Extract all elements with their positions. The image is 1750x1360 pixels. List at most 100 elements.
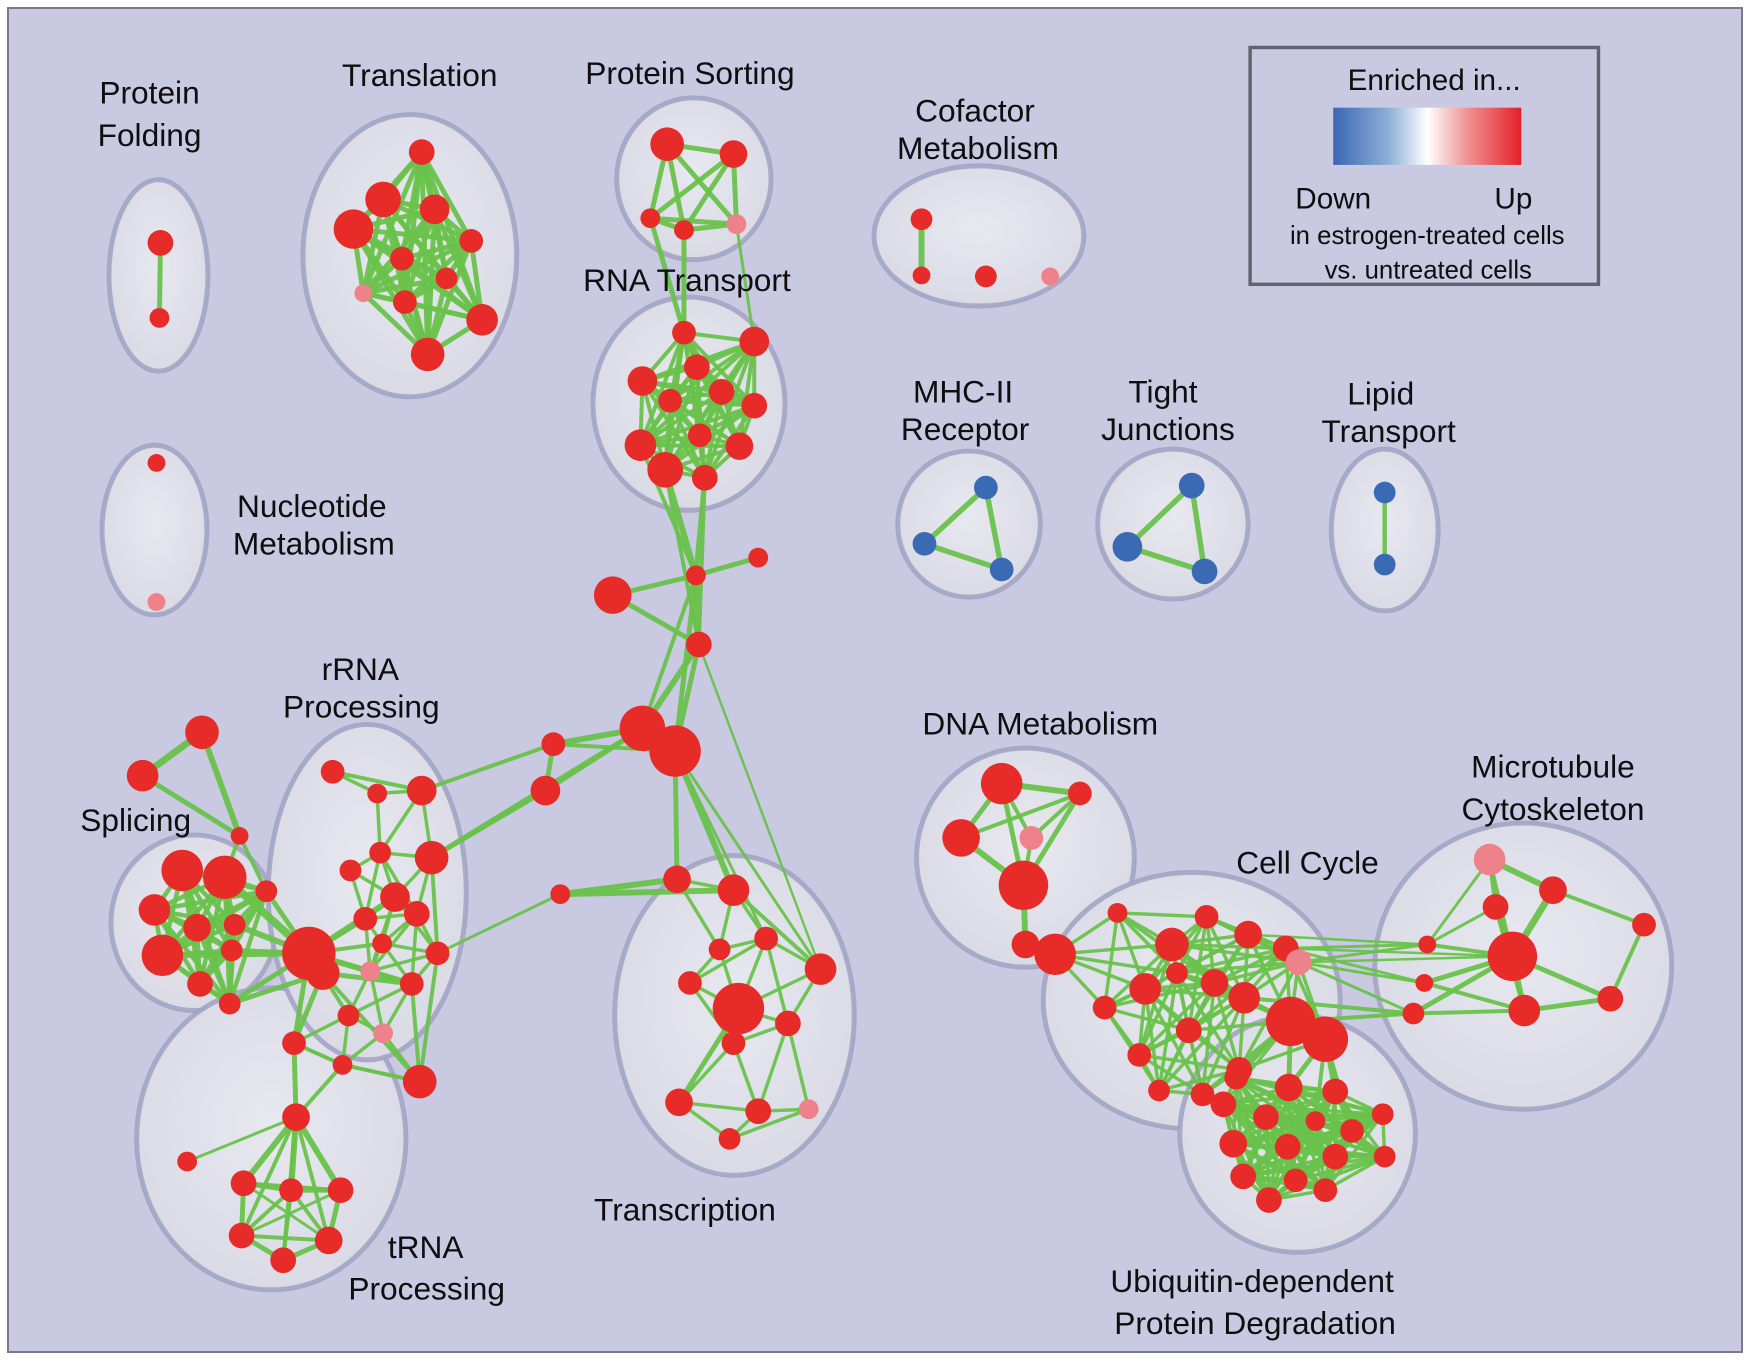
gene-set-node-rn8 (687, 423, 712, 448)
gene-set-node-tn3 (327, 1177, 354, 1203)
gene-set-node-rr9 (353, 906, 378, 931)
edge-rr18-rr11 (417, 951, 440, 1084)
cell-cycle-edge (1143, 987, 1161, 1093)
gene-set-node-tx10 (665, 1088, 693, 1117)
labels-layer: Protein Folding Translation Protein Sorting… (80, 55, 1644, 1341)
cell-cycle-edge (1212, 960, 1301, 985)
gene-set-node-tx1 (663, 865, 691, 894)
gene-set-node-hbB (649, 725, 701, 777)
edge-tn1-tn5 (242, 1181, 331, 1242)
dna-metabolism-label-line1: DNA Metabolism (922, 705, 1158, 741)
gene-set-node-dn1 (980, 762, 1023, 805)
gene-set-node-tj3 (1191, 558, 1218, 585)
gene-set-node-tr9 (393, 290, 417, 314)
transcription-label-line1: Transcription (594, 1192, 776, 1228)
gene-set-node-cc4 (1234, 920, 1262, 949)
cell-cycle-edge (1143, 987, 1205, 1097)
nodes-layer (126, 127, 1656, 1274)
legend-down-label: Down (1295, 182, 1371, 215)
edge-ps3-rn1 (647, 215, 687, 336)
rna-transport-label-line1: RNA Transport (583, 262, 791, 298)
gene-set-node-tx6 (678, 971, 702, 995)
mhc-ii-receptor-edge (921, 484, 989, 547)
gene-set-node-ccL (1034, 933, 1076, 976)
splicing-label-line1: Splicing (80, 802, 191, 838)
edge-dn2-dn3 (959, 791, 1082, 840)
gene-set-node-tr2 (365, 181, 401, 218)
mhc-ii-receptor-edge (921, 541, 1005, 573)
enrichment-map-figure: Protein Folding Translation Protein Sorting… (7, 7, 1743, 1353)
gene-set-node-ub6 (1305, 1111, 1326, 1131)
gene-set-node-rn2 (739, 326, 770, 357)
translation-edge (360, 275, 449, 296)
edge-ccP-b2 (1297, 960, 1426, 985)
nucleotide-metabolism-cluster-ellipse (99, 442, 210, 618)
gene-set-node-dn3 (942, 819, 980, 857)
gene-set-node-ps4 (674, 220, 694, 240)
protein-sorting-edge (647, 215, 739, 227)
gene-set-node-rn5 (708, 379, 735, 405)
gene-set-node-tn2 (279, 1178, 303, 1202)
cell-cycle-edge (1137, 981, 1217, 1057)
gene-set-node-rn12 (691, 464, 718, 491)
gene-set-node-cc14 (1190, 1082, 1215, 1107)
gene-set-node-sp6 (141, 934, 184, 977)
gene-set-node-cc10 (1228, 981, 1260, 1014)
gene-set-node-cf4 (1041, 267, 1060, 286)
gene-set-node-cc12 (1175, 1017, 1202, 1044)
edge-rr1-rr3 (330, 769, 424, 793)
gene-set-node-b2 (1415, 974, 1434, 992)
edge-ps5-rn2 (734, 222, 756, 344)
cell-cycle-edge (1137, 1053, 1205, 1097)
gene-set-node-tx13 (718, 1127, 741, 1150)
edge-st2-st3 (140, 773, 243, 839)
cell-cycle-edge (1137, 1053, 1241, 1072)
tight-junctions-cluster-ellipse (1095, 446, 1251, 602)
gene-set-node-tn0 (282, 1103, 310, 1131)
edge-p1-rr3 (419, 742, 556, 793)
translation-edge (402, 238, 474, 305)
transcription-edge (688, 936, 768, 985)
gene-set-node-ub5 (1253, 1104, 1279, 1130)
gene-set-node-gH2 (305, 956, 340, 990)
gene-set-node-ps1 (650, 127, 684, 161)
gene-set-node-hb2 (685, 565, 706, 586)
gene-set-node-dn6 (1011, 930, 1040, 959)
cell-cycle-edge (1115, 911, 1209, 919)
gene-set-node-tr7 (435, 267, 458, 290)
mhc-ii-receptor-label-line2: Receptor (901, 411, 1029, 447)
transcription-edge (688, 981, 736, 1045)
gene-set-node-ub7 (1340, 1119, 1364, 1143)
legend-subtitle-line1: in estrogen-treated cells (1290, 222, 1565, 250)
edge-ccP-mtB (1297, 955, 1514, 964)
nucleotide-metabolism-label-line2: Metabolism (233, 526, 395, 562)
edge-st1-st3 (199, 729, 243, 839)
gene-set-node-dn4 (1019, 826, 1044, 850)
gene-set-node-dn2 (1067, 781, 1092, 806)
edge-tn3-tn4 (240, 1188, 343, 1238)
gene-set-node-ub13 (1256, 1187, 1282, 1213)
gene-set-node-tnL (177, 1151, 198, 1172)
gene-set-node-sp8 (220, 939, 243, 962)
gene-set-node-sp3 (138, 894, 171, 926)
gene-set-node-ccP (1285, 949, 1312, 976)
edge-b1-mt2 (1425, 905, 1498, 946)
ubiquitin-degradation-label-line1: Ubiquitin-dependent (1110, 1263, 1394, 1299)
gene-set-node-pf2 (149, 307, 170, 328)
gene-set-node-ps5 (726, 214, 747, 234)
gene-set-node-b3 (1402, 1002, 1425, 1025)
cell-cycle-edge (1175, 946, 1288, 975)
gene-set-node-tx7 (712, 982, 765, 1035)
gene-set-node-tx12 (798, 1099, 819, 1120)
gene-set-node-sp9 (255, 880, 278, 903)
gene-set-node-rr16 (282, 1031, 306, 1055)
gene-set-node-pf1 (147, 230, 174, 256)
enrichment-network-canvas: Protein Folding Translation Protein Sorting… (9, 9, 1741, 1351)
microtubule-cytoskeleton-label-line1: Microtubule (1471, 749, 1635, 785)
gene-set-node-ub4 (1210, 1091, 1237, 1118)
gene-set-node-tn5 (314, 1226, 343, 1255)
edge-cc10-b3 (1242, 995, 1416, 1016)
trna-processing-label-line1: tRNA (388, 1229, 465, 1265)
edge-p3-tx2 (557, 887, 737, 898)
